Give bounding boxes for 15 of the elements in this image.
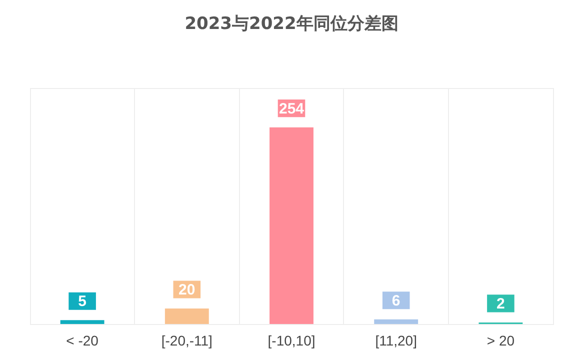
x-tick-label: [-20,-11] (161, 332, 212, 348)
bar (374, 319, 418, 324)
data-label: 254 (278, 100, 305, 118)
data-label: 5 (78, 293, 86, 310)
data-label: 20 (178, 282, 196, 299)
bar (270, 127, 314, 324)
bar (164, 308, 209, 324)
x-tick-label: < -20 (66, 332, 99, 348)
bar (60, 320, 104, 324)
chart-title: 2023与2022年同位分差图 (184, 14, 398, 34)
data-label: 6 (392, 292, 400, 310)
x-tick-label: [-10,10] (268, 332, 316, 348)
x-tick-label: [11,20] (375, 332, 417, 348)
data-label: 2 (496, 295, 505, 312)
x-tick-label: > 20 (486, 332, 515, 348)
